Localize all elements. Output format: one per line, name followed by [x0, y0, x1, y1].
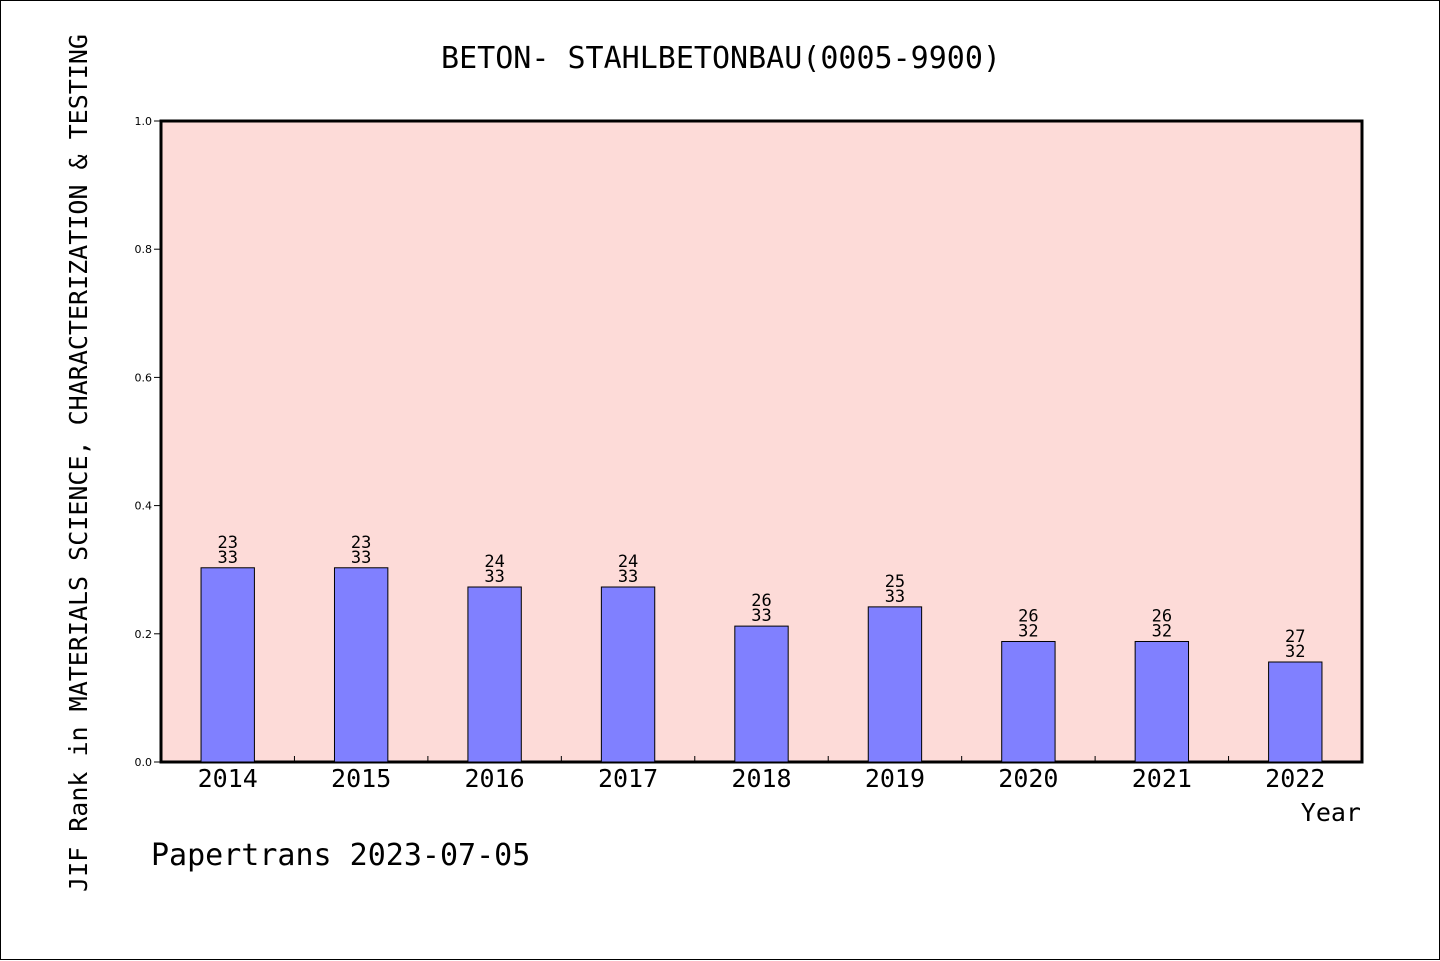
- y-tick-label: 0.6: [135, 371, 153, 384]
- total-label-2019: 33: [885, 587, 905, 607]
- total-label-2015: 33: [351, 548, 371, 568]
- bar-2015: [333, 567, 389, 763]
- y-axis-label: JIF Rank in MATERIALS SCIENCE, CHARACTER…: [64, 34, 93, 892]
- rank-label-2017: 24: [618, 552, 638, 572]
- x-tick-label-2014: 2014: [198, 764, 258, 793]
- x-tick-label-2016: 2016: [465, 764, 525, 793]
- rank-label-2019: 25: [885, 572, 905, 592]
- x-tick-label-2017: 2017: [598, 764, 658, 793]
- total-label-2018: 33: [751, 606, 771, 626]
- x-axis: 2014 2015 2016 2017 2018 2019 2020 2021 2022: [198, 756, 1325, 793]
- total-label-2020: 32: [1018, 621, 1038, 641]
- x-tick-label-2020: 2020: [998, 764, 1058, 793]
- total-label-2016: 33: [484, 567, 504, 587]
- x-axis-label: Year: [1301, 798, 1361, 827]
- rank-label-2015: 23: [351, 533, 371, 553]
- y-tick-label: 0.0: [135, 756, 153, 769]
- rank-label-2020: 26: [1018, 606, 1038, 626]
- y-tick-label: 0.2: [135, 628, 153, 641]
- bar-2017: [600, 586, 656, 763]
- total-label-2017: 33: [618, 567, 638, 587]
- y-tick-label: 0.8: [135, 243, 153, 256]
- x-tick-label-2021: 2021: [1132, 764, 1192, 793]
- rank-label-2014: 23: [217, 533, 237, 553]
- x-tick-label-2022: 2022: [1265, 764, 1325, 793]
- total-label-2014: 33: [217, 548, 237, 568]
- bar-2014: [200, 567, 255, 763]
- total-label-2021: 32: [1152, 621, 1172, 641]
- bar-2020: [1001, 640, 1056, 763]
- x-tick-label-2018: 2018: [731, 764, 791, 793]
- x-tick-label-2015: 2015: [331, 764, 391, 793]
- total-label-2022: 32: [1285, 642, 1305, 662]
- footer-credit: Papertrans 2023-07-05: [151, 838, 530, 873]
- rank-label-2018: 26: [751, 591, 771, 611]
- bar-2016: [467, 586, 522, 763]
- rank-label-2021: 26: [1152, 606, 1172, 626]
- y-tick-label: 0.4: [135, 500, 153, 513]
- bar-2021: [1134, 640, 1190, 763]
- y-tick-label: 1.0: [135, 115, 153, 128]
- chart-title: BETON- STAHLBETONBAU(0005-9900): [441, 41, 1001, 76]
- bar-2018: [734, 625, 789, 763]
- y-axis: 0.0 0.2 0.4 0.6 0.8 1.0: [135, 115, 161, 769]
- x-tick-label-2019: 2019: [865, 764, 925, 793]
- rank-label-2016: 24: [484, 552, 504, 572]
- bar-2019: [867, 606, 923, 763]
- rank-label-2022: 27: [1285, 627, 1305, 647]
- bar-2022: [1268, 661, 1323, 763]
